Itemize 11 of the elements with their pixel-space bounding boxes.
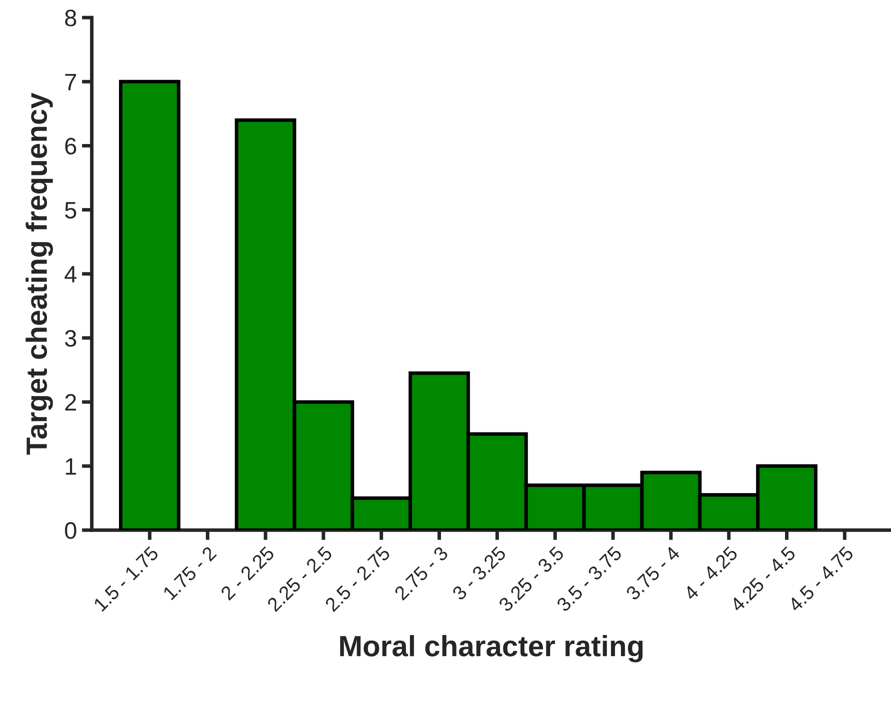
- y-tick-label: 1: [66, 458, 76, 475]
- y-tick-label: 4: [64, 266, 76, 282]
- y-tick-label: 0: [64, 522, 76, 539]
- y-tick-label: 5: [65, 202, 76, 219]
- y-tick-label: 2: [65, 394, 76, 411]
- y-tick-label: 8: [65, 10, 76, 26]
- x-axis-title: Moral character rating: [340, 635, 643, 662]
- y-tick-label: 6: [65, 138, 76, 155]
- y-tick-label: 3: [64, 330, 76, 347]
- y-axis-title: Target cheating frequency: [26, 92, 53, 455]
- y-tick-label: 7: [65, 74, 76, 90]
